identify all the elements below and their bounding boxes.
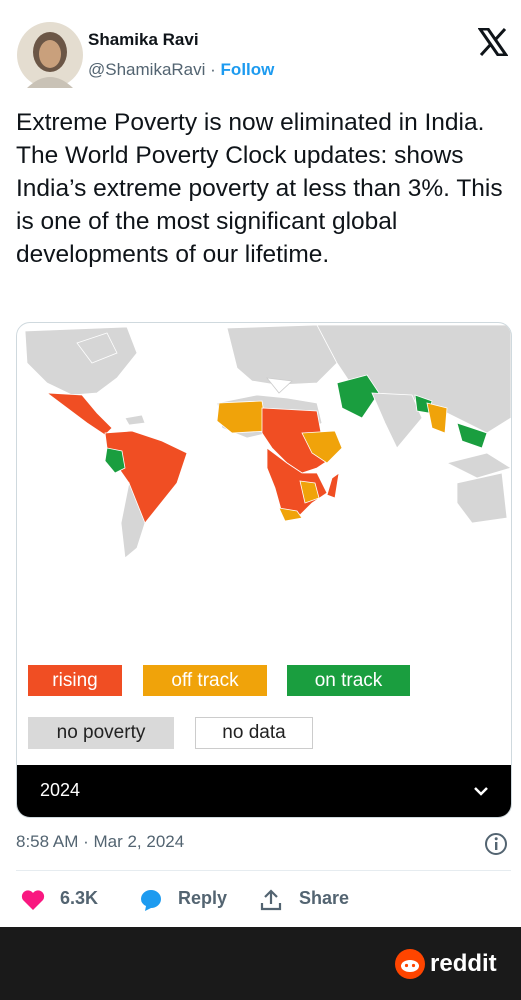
chevron [474, 787, 488, 796]
avatar[interactable] [17, 22, 83, 88]
legend-off-track: off track [143, 665, 267, 696]
legend-no-poverty: no poverty [28, 717, 174, 749]
watermark: reddit [430, 950, 497, 977]
x-logo[interactable] [478, 28, 508, 56]
tweet-text: Extreme Poverty is now eliminated in Ind… [16, 109, 503, 268]
author-handle: @ShamikaRavi [88, 60, 206, 79]
author-handle-line: @ShamikaRavi · Follow [88, 60, 274, 80]
year-selector[interactable]: 2024 [17, 765, 511, 817]
legend-no-data: no data [195, 717, 313, 749]
world-map [24, 324, 511, 559]
info-icon[interactable] [484, 832, 508, 856]
reddit-logo [395, 949, 425, 979]
legend-on-track: on track [287, 665, 410, 696]
map-card[interactable]: rising off track on track no poverty no … [16, 322, 512, 818]
footer: reddit [0, 927, 521, 1000]
reply-icon[interactable] [137, 888, 165, 912]
like-icon[interactable] [20, 889, 46, 911]
legend-rising: rising [28, 665, 122, 696]
share-button[interactable]: Share [299, 888, 350, 908]
reply-button[interactable]: Reply [178, 888, 228, 908]
divider [16, 870, 511, 871]
like-count[interactable]: 6.3K [60, 888, 99, 908]
year-label: 2024 [40, 780, 81, 800]
follow-button[interactable]: Follow [220, 60, 275, 79]
share-icon[interactable] [259, 888, 283, 912]
separator: · [210, 60, 216, 79]
author-name[interactable]: Shamika Ravi [88, 30, 199, 49]
timestamp[interactable]: 8:58 AM · Mar 2, 2024 [16, 832, 185, 851]
